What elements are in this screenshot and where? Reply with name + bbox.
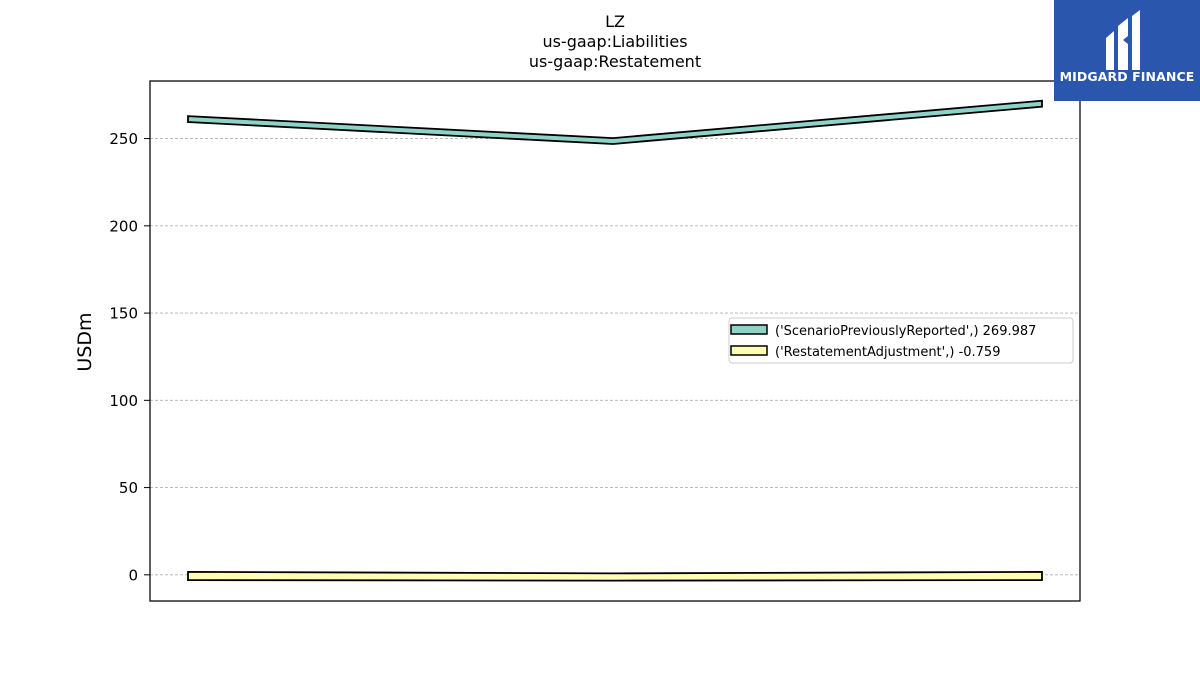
series-area — [187, 99, 1043, 145]
chart-title-line: us-gaap:Liabilities — [542, 32, 687, 51]
y-axis-ticks: 0 50 100 150 200 250 — [109, 130, 150, 584]
midgard-finance-logo: MIDGARD FINANCE — [1054, 0, 1200, 101]
y-axis-label: USDm — [74, 312, 96, 371]
legend-entry-label: ('ScenarioPreviouslyReported',) 269.987 — [775, 324, 1036, 339]
series-area — [187, 570, 1043, 582]
chart-title-line: us-gaap:Restatement — [529, 52, 701, 71]
chart-title-line: LZ — [605, 12, 625, 31]
legend-swatch — [730, 324, 768, 335]
y-tick-label: 100 — [109, 392, 138, 410]
y-tick-label: 150 — [109, 305, 138, 323]
y-tick-label: 0 — [128, 566, 138, 584]
series-areas — [187, 99, 1043, 582]
midgard-logo-icon — [1106, 10, 1140, 70]
legend-entry-label: ('RestatementAdjustment',) -0.759 — [775, 345, 1000, 360]
legend-box — [728, 317, 1074, 364]
legend-swatch — [730, 345, 768, 356]
y-tick-label: 250 — [109, 130, 138, 148]
axes-frame — [149, 80, 1081, 602]
y-tick-label: 50 — [119, 479, 138, 497]
logo-text: MIDGARD FINANCE — [1059, 69, 1195, 84]
y-tick-label: 200 — [109, 217, 138, 235]
legend: ('ScenarioPreviouslyReported',) 269.987 (… — [728, 317, 1074, 364]
